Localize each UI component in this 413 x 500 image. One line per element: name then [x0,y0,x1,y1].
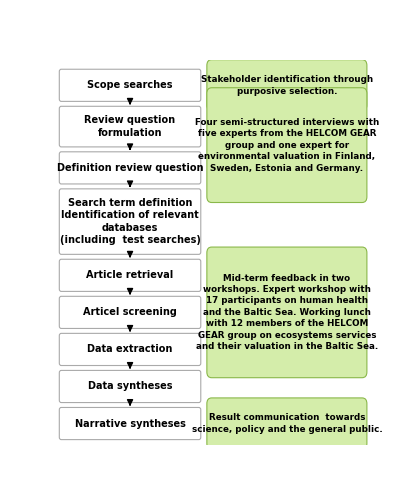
Text: Articel screening: Articel screening [83,308,177,318]
FancyBboxPatch shape [59,189,201,254]
Text: Article retrieval: Article retrieval [86,270,174,280]
FancyBboxPatch shape [59,69,201,102]
FancyBboxPatch shape [59,296,201,328]
FancyBboxPatch shape [59,334,201,366]
FancyBboxPatch shape [59,152,201,184]
Text: Mid-term feedback in two
workshops. Expert workshop with
17 participants on huma: Mid-term feedback in two workshops. Expe… [196,274,378,351]
FancyBboxPatch shape [207,88,367,202]
Text: Four semi-structured interviews with
five experts from the HELCOM GEAR
group and: Four semi-structured interviews with fiv… [195,118,379,172]
Text: Definition review question: Definition review question [57,163,203,173]
Text: Result communication  towards
science, policy and the general public.: Result communication towards science, po… [192,414,382,434]
Text: Narrative syntheses: Narrative syntheses [75,418,185,428]
FancyBboxPatch shape [207,247,367,378]
Text: Stakeholder identification through
purposive selection.: Stakeholder identification through purpo… [201,75,373,96]
Text: Scope searches: Scope searches [87,80,173,90]
FancyBboxPatch shape [207,60,367,111]
Text: Data extraction: Data extraction [88,344,173,354]
FancyBboxPatch shape [59,370,201,402]
Text: Data syntheses: Data syntheses [88,382,172,392]
FancyBboxPatch shape [59,260,201,292]
Text: Review question
formulation: Review question formulation [85,116,176,138]
FancyBboxPatch shape [59,106,201,147]
FancyBboxPatch shape [207,398,367,449]
FancyBboxPatch shape [59,408,201,440]
Text: Search term definition
Identification of relevant
databases
(including  test sea: Search term definition Identification of… [59,198,200,245]
